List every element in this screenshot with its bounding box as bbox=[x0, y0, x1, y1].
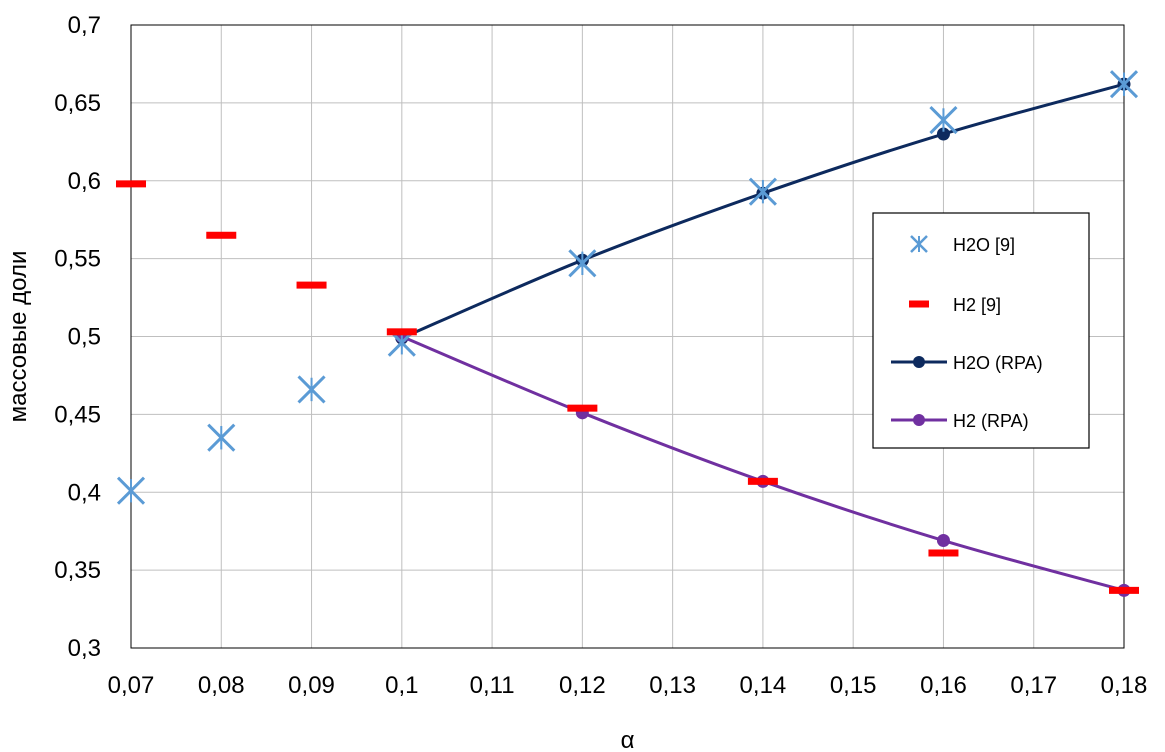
data-point-dash bbox=[567, 404, 598, 412]
x-axis-title: α bbox=[621, 727, 635, 752]
data-point-star bbox=[297, 375, 326, 404]
legend-entries: H2O [9] H2 [9] H2O (RPA) H2 (RPA) bbox=[891, 235, 1043, 431]
x-tick-label: 0,17 bbox=[1010, 672, 1057, 699]
legend-circle bbox=[913, 414, 925, 426]
y-tick-label: 0,7 bbox=[68, 12, 101, 39]
legend-circle bbox=[913, 356, 925, 368]
plot-frame bbox=[130, 24, 1125, 649]
x-axis-ticks: 0,07 0,08 0,09 0,1 0,11 0,12 0,13 0,14 0,15 0,16 0… bbox=[108, 672, 1148, 699]
y-tick-label: 0,5 bbox=[68, 324, 101, 351]
data-point-star bbox=[207, 423, 236, 452]
y-tick-label: 0,6 bbox=[68, 168, 101, 195]
y-tick-label: 0,35 bbox=[54, 557, 101, 584]
data-point-star bbox=[748, 177, 777, 206]
data-point-dash bbox=[116, 180, 146, 188]
y-tick-label: 0,65 bbox=[54, 90, 101, 117]
y-tick-label: 0,55 bbox=[54, 246, 101, 273]
series-h2-9 bbox=[116, 180, 1139, 594]
y-tick-label: 0,45 bbox=[54, 401, 101, 428]
data-point-dash bbox=[747, 477, 778, 485]
data-point-star bbox=[1109, 70, 1139, 99]
data-point-star bbox=[568, 249, 597, 278]
x-tick-label: 0,14 bbox=[740, 672, 787, 699]
x-tick-label: 0,11 bbox=[470, 672, 515, 699]
data-point-dash bbox=[206, 231, 237, 239]
data-point-star bbox=[929, 105, 958, 135]
legend-label: H2O [9] bbox=[953, 235, 1015, 255]
x-tick-label: 0,15 bbox=[830, 672, 877, 699]
x-tick-label: 0,1 bbox=[385, 672, 418, 699]
x-tick-label: 0,07 bbox=[108, 672, 155, 699]
data-point-dash bbox=[386, 328, 417, 336]
x-tick-label: 0,13 bbox=[649, 672, 696, 699]
legend-entry: H2O (RPA) bbox=[891, 353, 1043, 373]
x-tick-label: 0,18 bbox=[1101, 672, 1148, 699]
y-axis-ticks: 0,3 0,35 0,4 0,45 0,5 0,55 0,6 0,65 0,7 bbox=[54, 12, 101, 662]
data-point-star bbox=[116, 476, 146, 505]
legend-dash bbox=[909, 300, 929, 308]
x-tick-label: 0,09 bbox=[288, 672, 335, 699]
x-tick-label: 0,12 bbox=[559, 672, 606, 699]
legend-label: H2 (RPA) bbox=[953, 411, 1029, 431]
legend-box bbox=[872, 212, 1090, 449]
data-point-circle bbox=[936, 127, 950, 141]
data-point-dash bbox=[296, 281, 327, 289]
series-h2o-9 bbox=[116, 70, 1139, 505]
legend-entry: H2 [9] bbox=[909, 295, 1001, 315]
legend-label: H2O (RPA) bbox=[953, 353, 1043, 373]
legend-entry: H2 (RPA) bbox=[891, 411, 1029, 431]
legend-label: H2 [9] bbox=[953, 295, 1001, 315]
data-point-dash bbox=[1109, 586, 1139, 594]
y-tick-label: 0,4 bbox=[68, 479, 101, 506]
y-axis-title: массовые доли bbox=[5, 251, 32, 423]
x-tick-label: 0,16 bbox=[920, 672, 967, 699]
data-point-circle bbox=[936, 534, 950, 548]
data-point-dash bbox=[928, 549, 959, 557]
x-tick-label: 0,08 bbox=[198, 672, 245, 699]
series-layer bbox=[116, 70, 1139, 597]
legend: H2O [9] H2 [9] H2O (RPA) H2 (RPA) bbox=[872, 212, 1090, 449]
y-tick-label: 0,3 bbox=[68, 635, 101, 662]
legend-entry: H2O [9] bbox=[910, 235, 1015, 255]
